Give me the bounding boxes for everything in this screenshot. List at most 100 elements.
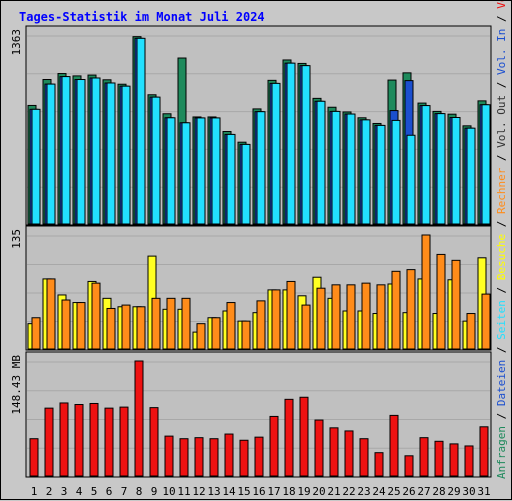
bar-volumen-day-11 [179, 438, 189, 477]
bar-rechner-day-26 [406, 269, 416, 350]
x-tick-label-day-20: 20 [312, 485, 325, 498]
bar-volumen-day-10 [164, 435, 174, 477]
chart-title: Tages-Statistik im Monat Juli 2024 [19, 10, 265, 24]
bar-seiten-day-7 [121, 85, 131, 225]
x-tick-label-day-16: 16 [252, 485, 265, 498]
bar-rechner-day-3 [61, 299, 71, 350]
bar-volumen-day-9 [149, 407, 159, 477]
bar-volumen-day-20 [314, 419, 324, 477]
right-legend-segment-11: / [495, 75, 508, 95]
bar-volumen-day-19 [299, 396, 309, 477]
bar-rechner-day-14 [226, 302, 236, 350]
bar-rechner-day-20 [316, 287, 326, 350]
x-tick-label-day-3: 3 [61, 485, 68, 498]
ymax-label-1: 1363 [10, 29, 23, 56]
x-tick-label-day-23: 23 [357, 485, 370, 498]
bar-seiten-day-16 [256, 111, 266, 225]
right-legend-segment-14: Volumen [495, 1, 508, 9]
bar-rechner-day-8 [136, 306, 146, 350]
bar-seiten-day-8 [136, 37, 146, 225]
right-legend: Anfragen / Dateien / Seiten / Besuche / … [495, 1, 508, 479]
bar-rechner-day-18 [286, 280, 296, 350]
bar-seiten-day-24 [376, 124, 386, 225]
x-tick-label-day-4: 4 [76, 485, 83, 498]
bar-volumen-day-23 [359, 438, 369, 477]
bar-volumen-day-16 [254, 436, 264, 477]
bar-rechner-day-7 [121, 304, 131, 350]
bar-volumen-day-17 [269, 415, 279, 477]
bar-rechner-day-23 [361, 282, 371, 350]
bar-rechner-day-12 [196, 323, 206, 350]
x-tick-label-day-17: 17 [267, 485, 280, 498]
x-tick-label-day-30: 30 [462, 485, 475, 498]
bar-seiten-day-5 [91, 77, 101, 225]
x-tick-label-day-22: 22 [342, 485, 355, 498]
bar-rechner-day-2 [46, 278, 56, 350]
bar-rechner-day-9 [151, 297, 161, 350]
bar-volumen-day-31 [479, 426, 489, 477]
right-legend-segment-0: Anfragen [495, 426, 508, 479]
right-legend-segment-9: / [495, 148, 508, 168]
ymax-label-2: 135 [10, 229, 23, 249]
bar-seiten-day-28 [436, 113, 446, 225]
bar-seiten-day-17 [271, 82, 281, 225]
bar-seiten-day-13 [211, 117, 221, 225]
x-tick-label-day-12: 12 [192, 485, 205, 498]
bar-rechner-day-29 [451, 259, 461, 350]
bar-rechner-day-10 [166, 297, 176, 350]
bar-volumen-day-28 [434, 440, 444, 477]
bar-seiten-day-18 [286, 62, 296, 225]
right-legend-segment-2: Dateien [495, 360, 508, 406]
bar-rechner-day-17 [271, 289, 281, 350]
bar-volumen-day-25 [389, 414, 399, 477]
bar-volumen-day-8 [134, 360, 144, 477]
bar-rechner-day-22 [346, 284, 356, 350]
bar-volumen-day-27 [419, 437, 429, 477]
x-tick-label-day-19: 19 [297, 485, 310, 498]
bar-volumen-day-29 [449, 443, 459, 477]
bar-volumen-day-1 [29, 438, 39, 477]
x-tick-label-day-11: 11 [177, 485, 190, 498]
bar-rechner-day-11 [181, 297, 191, 350]
bar-rechner-day-24 [376, 284, 386, 350]
bar-rechner-day-19 [301, 304, 311, 350]
right-legend-segment-6: Besuche [495, 234, 508, 280]
x-tick-label-day-28: 28 [432, 485, 445, 498]
x-tick-label-day-26: 26 [402, 485, 415, 498]
bar-volumen-day-14 [224, 433, 234, 477]
x-tick-label-day-5: 5 [91, 485, 98, 498]
bar-rechner-day-1 [31, 317, 41, 350]
x-tick-label-day-27: 27 [417, 485, 430, 498]
bar-volumen-day-6 [104, 407, 114, 477]
x-tick-label-day-18: 18 [282, 485, 295, 498]
bar-rechner-day-21 [331, 284, 341, 350]
bar-volumen-day-3 [59, 402, 69, 477]
bar-seiten-day-12 [196, 117, 206, 225]
bar-seiten-day-2 [46, 83, 56, 225]
right-legend-segment-5: / [495, 280, 508, 300]
bar-rechner-day-4 [76, 302, 86, 350]
bar-seiten-day-25 [391, 119, 401, 225]
bar-rechner-day-5 [91, 282, 101, 350]
x-tick-label-day-15: 15 [237, 485, 250, 498]
bar-seiten-day-11 [181, 122, 191, 225]
bar-seiten-day-30 [466, 127, 476, 225]
x-tick-label-day-24: 24 [372, 485, 386, 498]
bar-volumen-day-4 [74, 404, 84, 477]
x-tick-label-day-1: 1 [31, 485, 38, 498]
bar-seiten-day-29 [451, 117, 461, 225]
bar-rechner-day-27 [421, 234, 431, 350]
bar-rechner-day-6 [106, 307, 116, 350]
bar-seiten-day-23 [361, 119, 371, 225]
bar-seiten-day-26 [406, 134, 416, 225]
x-tick-label-day-21: 21 [327, 485, 340, 498]
bar-seiten-day-9 [151, 96, 161, 225]
bar-volumen-day-5 [89, 402, 99, 477]
x-tick-label-day-2: 2 [46, 485, 53, 498]
bar-seiten-day-10 [166, 117, 176, 225]
x-tick-label-day-29: 29 [447, 485, 460, 498]
bar-rechner-day-13 [211, 317, 221, 350]
x-tick-label-day-6: 6 [106, 485, 113, 498]
bar-seiten-day-15 [241, 143, 251, 225]
